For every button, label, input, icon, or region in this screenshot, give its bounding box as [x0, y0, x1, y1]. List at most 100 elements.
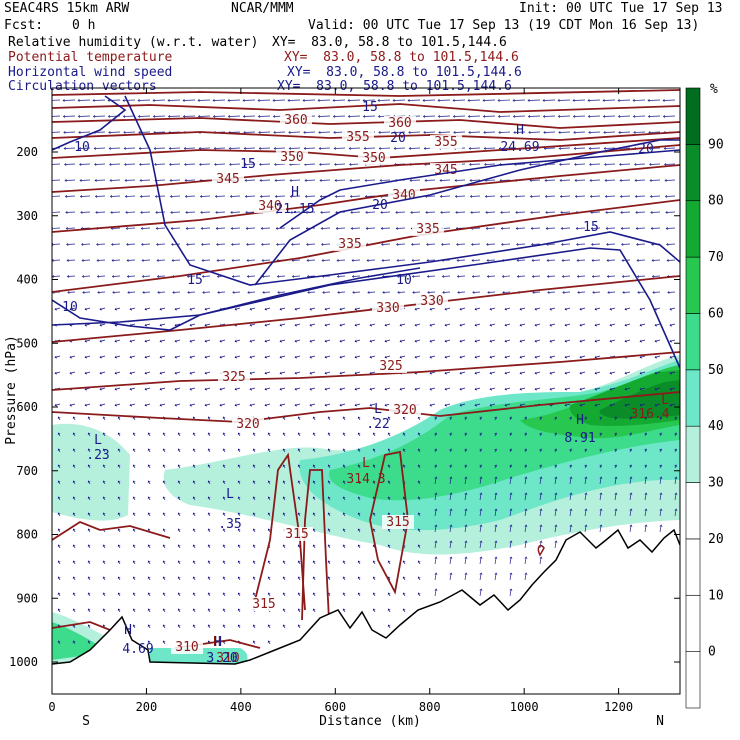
y-tick-label-6: 700: [16, 464, 38, 478]
vector-379: [52, 244, 60, 245]
vector-344: [156, 228, 165, 229]
vector-243: [530, 180, 540, 181]
vector-540: [578, 292, 585, 293]
vector-290: [605, 196, 615, 197]
vector-493: [502, 276, 510, 277]
vector-389: [202, 244, 210, 245]
wind-line-6: [280, 150, 680, 228]
vector-483: [352, 276, 360, 277]
vector-351: [261, 228, 270, 229]
vector-229: [320, 180, 330, 181]
vector-403: [412, 244, 420, 245]
vector-56: [243, 116, 255, 117]
colorbar-box-2: [686, 595, 700, 651]
vector-406: [457, 244, 465, 245]
vector-358: [366, 228, 375, 229]
vector-396: [307, 244, 315, 245]
theta-label-12: 335: [416, 222, 439, 237]
vector-235: [410, 180, 420, 181]
vector-226: [275, 180, 285, 181]
vector-144: [304, 148, 315, 149]
vector-320: [426, 212, 435, 213]
vector-115: [499, 132, 510, 133]
vector-183: [260, 164, 270, 165]
vector-16: [273, 100, 285, 101]
vector-262: [185, 196, 195, 197]
vector-509: [113, 292, 120, 293]
vector-43: [48, 116, 60, 117]
wind-label-7: 15: [583, 220, 599, 235]
vector-468: [127, 276, 135, 277]
vector-291: [620, 196, 630, 197]
vector-207: [620, 164, 630, 165]
vector-464: [67, 276, 75, 277]
vector-313: [321, 212, 330, 213]
vector-432: [217, 260, 225, 261]
vector-465: [82, 276, 90, 277]
vector-head-1: [48, 99, 50, 101]
vector-112: [454, 132, 465, 133]
vector-79: [588, 116, 600, 117]
colorbar-label-5: 40: [708, 419, 724, 434]
vector-367: [501, 228, 510, 229]
vector-407: [472, 244, 480, 245]
vector-423: [82, 260, 90, 261]
vector-205: [590, 164, 600, 165]
vector-35: [558, 100, 570, 101]
vector-518: [248, 292, 255, 293]
vector-78: [573, 116, 585, 117]
vector-516: [218, 292, 225, 293]
theta-label-16: 325: [379, 359, 402, 374]
vector-85: [49, 132, 60, 133]
vector-391: [232, 244, 240, 245]
vector-176: [155, 164, 165, 165]
vector-6: [123, 100, 135, 101]
vector-14: [243, 100, 255, 101]
vector-449: [472, 260, 480, 261]
vector-328: [546, 212, 555, 213]
vector-70: [453, 116, 465, 117]
vector-466: [97, 276, 105, 277]
vector-281: [470, 196, 480, 197]
colorbar-label-4: 30: [708, 476, 724, 491]
vector-375: [621, 228, 630, 229]
vector-163: [589, 148, 600, 149]
theta-extremum-value-2: 316.4: [630, 407, 669, 422]
vector-264: [215, 196, 225, 197]
colorbar-box-6: [686, 370, 700, 426]
vector-3: [78, 100, 90, 101]
y-tick-label-8: 900: [16, 591, 38, 605]
vector-86: [64, 132, 75, 133]
vector-427: [142, 260, 150, 261]
vector-385: [142, 244, 150, 245]
vector-160: [544, 148, 555, 149]
theta-label-2: 360: [388, 116, 411, 131]
wind-extremum-letter-4: H: [214, 635, 222, 650]
vector-140: [244, 148, 255, 149]
vector-197: [470, 164, 480, 165]
vector-383: [112, 244, 120, 245]
vector-161: [559, 148, 570, 149]
vector-417: [622, 244, 630, 245]
vector-52: [183, 116, 195, 117]
rh-extremum-value-1: .23: [86, 448, 109, 463]
vector-21: [348, 100, 360, 101]
vector-181: [230, 164, 240, 165]
vector-101: [289, 132, 300, 133]
vector-380: [67, 244, 75, 245]
vector-475: [232, 276, 240, 277]
colorbar-box-5: [686, 426, 700, 482]
vector-71: [468, 116, 480, 117]
vector-322: [456, 212, 465, 213]
vector-203: [560, 164, 570, 165]
vector-418: [637, 244, 645, 245]
vector-head-127: [49, 147, 51, 149]
vector-487: [412, 276, 420, 277]
vector-479: [292, 276, 300, 277]
vector-393: [262, 244, 270, 245]
vector-336: [666, 212, 675, 213]
vector-260: [155, 196, 165, 197]
theta-label-22: 310: [175, 640, 198, 655]
vector-188: [335, 164, 345, 165]
wind-label-9: 10: [62, 300, 78, 315]
